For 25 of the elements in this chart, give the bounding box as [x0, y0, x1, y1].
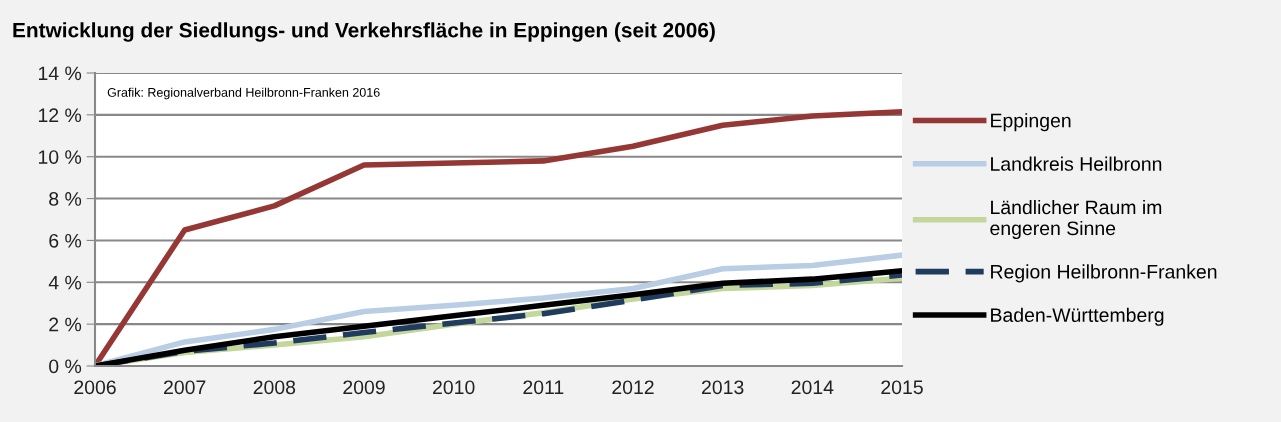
x-tick-label: 2007	[164, 380, 206, 395]
x-tick-label: 2011	[523, 380, 564, 395]
x-tick-label: 2015	[881, 380, 923, 395]
x-tick-label: 2008	[253, 380, 296, 395]
y-tick-label: 0 %	[49, 359, 82, 374]
x-tick-label: 2013	[702, 380, 744, 395]
x-tick-label: 2010	[433, 380, 475, 395]
y-tick-label: 4 %	[48, 275, 82, 290]
y-tick-label: 8 %	[49, 192, 82, 206]
x-tick-label: 2006	[74, 380, 116, 395]
legend-label: Eppingen	[991, 113, 1071, 132]
x-tick-label: 2012	[612, 380, 654, 395]
chart-title: Entwicklung der Siedlungs- und Verkehrsfläche in Eppingen (seit 2006)	[13, 22, 715, 42]
legend-label: Region Heilbronn-Franken	[991, 264, 1217, 283]
x-tick-label: 2009	[343, 380, 385, 395]
y-tick-label: 14 %	[38, 66, 82, 81]
y-tick-label: 10 %	[38, 150, 82, 164]
legend-label: Landkreis Heilbronn	[991, 156, 1162, 171]
legend-label: Baden-Württemberg	[991, 307, 1164, 326]
y-tick-label: 6 %	[49, 233, 82, 248]
y-tick-label: 2 %	[49, 317, 82, 332]
x-tick-label: 2014	[791, 380, 834, 395]
y-tick-label: 12 %	[38, 108, 82, 123]
annotation: Grafik: Regionalverband Heilbronn-Franken 2016	[107, 87, 380, 100]
legend-label: Ländlicher Raum im engeren Sinne	[990, 199, 1162, 240]
